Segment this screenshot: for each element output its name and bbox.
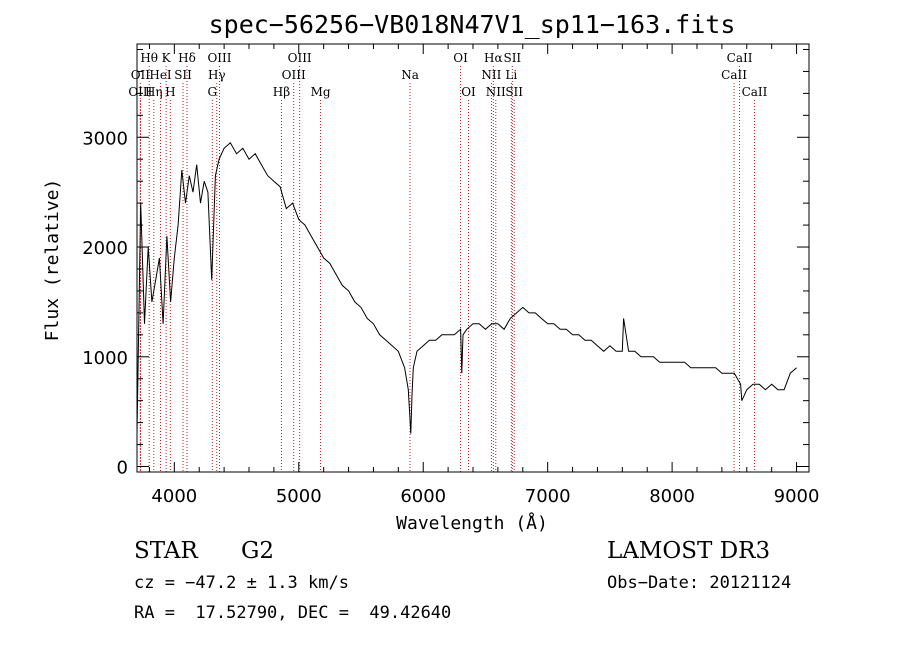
line-label: OII <box>131 68 151 82</box>
line-label: NII <box>481 68 501 82</box>
line-label: SII <box>505 85 523 99</box>
line-label: Na <box>401 68 419 82</box>
observation-date: Obs−Date: 20121124 <box>607 573 792 593</box>
survey-name: LAMOST DR3 <box>607 538 771 564</box>
line-label: HeI <box>149 68 172 82</box>
line-label: OIII <box>282 68 306 82</box>
x-tick-label: 4000 <box>151 486 197 507</box>
y-tick-label: 0 <box>117 458 128 479</box>
line-label: K <box>162 51 172 65</box>
y-tick-label: 1000 <box>82 348 128 369</box>
chart-title: spec−56256−VB018N47V1_sp11−163.fits <box>209 10 736 39</box>
line-label: CaII <box>721 68 747 82</box>
x-tick-label: 9000 <box>774 486 820 507</box>
object-subclass: G2 <box>241 538 275 564</box>
line-label: Hα <box>484 51 503 65</box>
x-axis: 4000 5000 6000 7000 8000 9000 <box>148 44 820 507</box>
line-label: CaII <box>727 51 753 65</box>
line-label: CaII <box>742 85 768 99</box>
line-label: OI <box>453 51 468 65</box>
line-label: OIII <box>288 51 312 65</box>
line-label: Hγ <box>208 68 226 82</box>
x-tick-label: 8000 <box>649 486 695 507</box>
x-tick-label: 6000 <box>400 486 446 507</box>
spectrum-series <box>136 142 797 434</box>
redshift-readout: cz = −47.2 ± 1.3 km/s <box>134 573 349 593</box>
line-label: Li <box>505 68 517 82</box>
object-class: STAR <box>134 538 198 564</box>
line-label: OI <box>461 85 476 99</box>
line-label: Hβ <box>273 85 290 99</box>
y-axis-label: Flux (relative) <box>42 179 63 342</box>
line-label: NII <box>486 85 506 99</box>
line-label: Hη <box>145 85 163 99</box>
coordinates-readout: RA = 17.52790, DEC = 49.42640 <box>134 603 452 623</box>
plot-frame <box>136 43 810 473</box>
line-label: Hθ <box>140 51 158 65</box>
line-label: G <box>207 85 217 99</box>
line-label: OIII <box>207 51 231 65</box>
y-tick-label: 2000 <box>82 238 128 259</box>
y-axis: 0 1000 2000 3000 <box>82 48 809 479</box>
line-label: Hδ <box>178 51 196 65</box>
x-tick-label: 5000 <box>276 486 322 507</box>
line-label: SII <box>174 68 192 82</box>
line-label: OIII <box>128 85 152 99</box>
x-tick-label: 7000 <box>525 486 571 507</box>
line-label: SII <box>503 51 521 65</box>
y-tick-label: 3000 <box>82 128 128 149</box>
x-axis-label: Wavelength (Å) <box>396 512 548 534</box>
line-label: Mg <box>311 85 331 99</box>
line-label: H <box>165 85 175 99</box>
